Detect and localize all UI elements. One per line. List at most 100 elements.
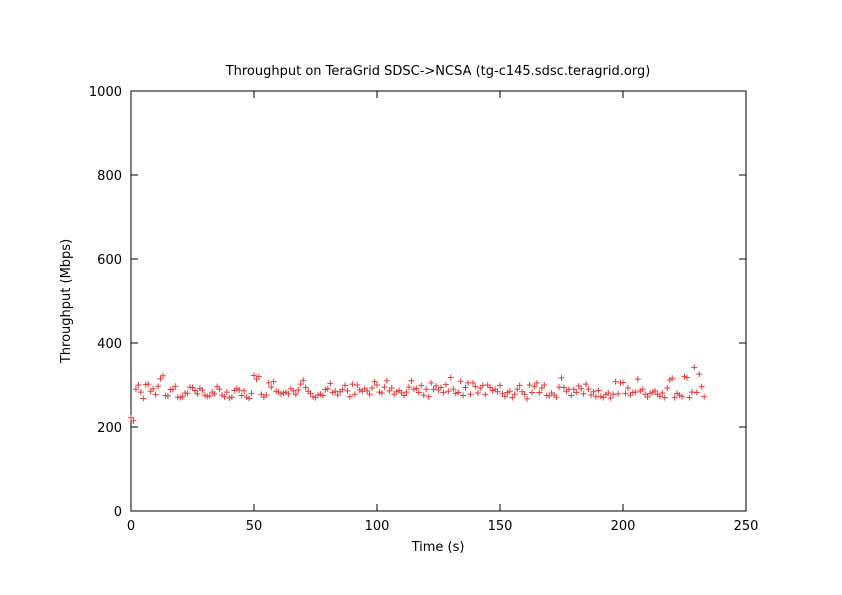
data-point <box>528 389 535 396</box>
data-point <box>135 382 142 388</box>
data-point <box>553 394 560 401</box>
chart-title: Throughput on TeraGrid SDSC->NCSA (tg-c1… <box>225 64 651 79</box>
data-point <box>573 389 580 396</box>
data-point <box>137 389 144 396</box>
data-point <box>388 384 395 391</box>
data-point <box>639 386 646 393</box>
data-point <box>255 373 262 380</box>
data-point <box>155 383 162 390</box>
data-point <box>661 394 668 401</box>
data-point <box>455 389 462 396</box>
data-point <box>578 385 585 392</box>
data-point <box>251 372 257 379</box>
data-point <box>634 376 641 383</box>
data-point <box>442 381 449 388</box>
data-point <box>371 378 378 385</box>
data-point <box>588 392 595 399</box>
data-point <box>430 386 437 393</box>
data-point <box>342 382 349 389</box>
data-point <box>413 385 420 392</box>
data-points <box>128 364 708 424</box>
data-point <box>460 392 467 399</box>
data-point <box>179 393 186 400</box>
data-point <box>622 390 629 397</box>
data-point <box>669 375 676 382</box>
data-point <box>615 390 622 397</box>
data-point <box>671 394 678 401</box>
data-point <box>152 391 159 398</box>
data-point <box>516 382 523 389</box>
data-point <box>433 382 440 389</box>
data-point <box>366 391 373 398</box>
y-tick-label: 600 <box>97 253 122 268</box>
data-point <box>511 391 518 398</box>
data-point <box>295 387 302 394</box>
data-point <box>691 364 698 371</box>
data-point <box>632 389 639 396</box>
data-point <box>159 372 166 379</box>
data-point <box>457 378 464 385</box>
data-point <box>369 384 376 391</box>
data-point <box>300 377 307 384</box>
data-point <box>378 389 385 396</box>
data-point <box>425 393 432 400</box>
data-point <box>199 387 206 394</box>
data-point <box>241 387 248 394</box>
data-point <box>558 374 565 381</box>
data-point <box>349 381 356 388</box>
data-point <box>164 392 171 399</box>
data-point <box>696 371 703 378</box>
data-point <box>302 384 309 391</box>
data-point <box>415 389 422 396</box>
data-point <box>383 377 390 384</box>
data-point <box>221 393 228 400</box>
data-point <box>568 392 575 399</box>
x-tick-label: 250 <box>734 519 759 534</box>
data-point <box>494 388 501 395</box>
data-point <box>659 389 666 396</box>
x-tick-label: 50 <box>246 519 263 534</box>
data-point <box>644 394 651 401</box>
data-point <box>656 393 663 400</box>
data-point <box>403 389 410 396</box>
x-tick-label: 100 <box>365 519 390 534</box>
data-point <box>541 382 548 388</box>
data-point <box>467 391 474 398</box>
y-axis-label: Throughput (Mbps) <box>59 239 74 364</box>
x-tick-label: 0 <box>127 519 135 534</box>
data-point <box>297 381 304 388</box>
data-point <box>319 392 326 399</box>
data-point <box>418 382 425 389</box>
data-point <box>374 382 380 388</box>
data-point <box>521 391 528 398</box>
data-point <box>497 382 503 389</box>
data-point <box>216 386 223 393</box>
data-point <box>381 384 388 391</box>
axis-ticks: 0 50 100 150 200 250 0 200 400 600 800 1000 <box>89 85 759 534</box>
data-point <box>354 382 361 388</box>
data-point <box>526 382 533 388</box>
data-point <box>437 384 444 391</box>
data-point <box>447 374 454 381</box>
y-tick-label: 0 <box>114 505 122 520</box>
data-point <box>238 392 245 399</box>
data-point <box>624 384 631 391</box>
data-point <box>191 387 198 394</box>
data-point <box>184 390 191 397</box>
data-point <box>698 383 705 390</box>
x-tick-label: 200 <box>611 519 636 534</box>
data-point <box>570 386 577 393</box>
data-point <box>595 387 602 394</box>
data-point <box>292 391 299 398</box>
data-point <box>693 389 700 396</box>
data-point <box>450 386 457 393</box>
x-axis-label: Time (s) <box>411 540 465 555</box>
data-point <box>236 387 243 394</box>
data-point <box>533 379 540 386</box>
data-point <box>440 389 447 396</box>
data-point <box>469 379 476 386</box>
data-point <box>263 392 270 399</box>
data-point <box>285 390 292 397</box>
plot-frame <box>130 90 747 512</box>
data-point <box>683 374 690 381</box>
